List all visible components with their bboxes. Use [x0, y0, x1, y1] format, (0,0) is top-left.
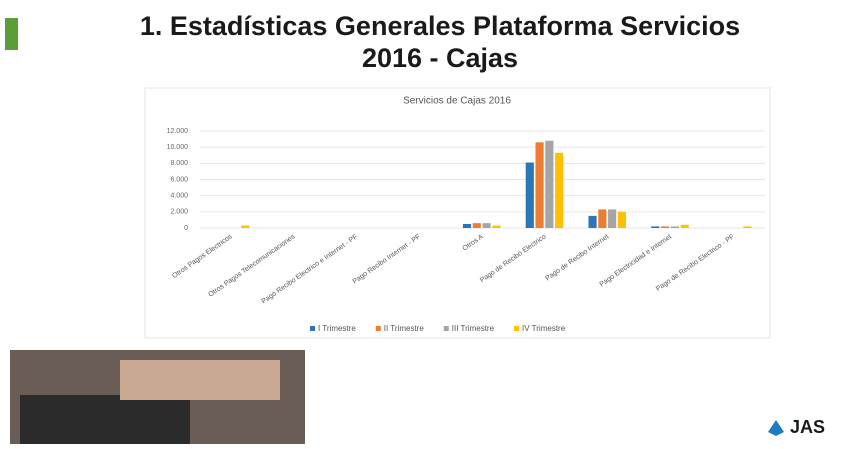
- bar: [555, 152, 564, 228]
- bar: [608, 209, 617, 228]
- bar: [482, 223, 491, 228]
- bar: [462, 223, 472, 228]
- y-tick-label: 0: [184, 225, 188, 232]
- bar: [535, 142, 544, 228]
- bar: [680, 224, 689, 228]
- bar: [743, 226, 752, 228]
- y-tick-label: 8.000: [170, 160, 188, 167]
- bar: [525, 162, 534, 228]
- y-tick-label: 6.000: [170, 176, 188, 183]
- y-tick-label: 2.000: [170, 209, 188, 216]
- bar: [472, 223, 481, 228]
- accent-bar: [5, 18, 18, 50]
- legend-swatch: [514, 326, 520, 331]
- bar: [670, 226, 679, 228]
- bar: [661, 226, 670, 228]
- legend-label: III Trimestre: [452, 324, 495, 333]
- bar: [651, 226, 660, 228]
- chart-title: Servicios de Cajas 2016: [403, 96, 511, 107]
- bar: [617, 211, 627, 228]
- logo: JAS: [790, 417, 825, 437]
- slide-title: 1. Estadísticas Generales Plataforma Ser…: [140, 11, 740, 41]
- y-tick-label: 12.000: [167, 128, 189, 135]
- y-tick-label: 10.000: [167, 144, 189, 151]
- photo: [10, 350, 305, 444]
- logo-icon: [768, 420, 784, 436]
- legend-label: II Trimestre: [384, 324, 425, 333]
- legend-swatch: [375, 326, 381, 331]
- chart-frame: [144, 87, 771, 339]
- legend-label: IV Trimestre: [522, 324, 566, 333]
- legend-swatch: [310, 326, 315, 331]
- bar: [545, 140, 554, 228]
- legend-label: I Trimestre: [318, 324, 356, 333]
- slide-title: 2016 - Cajas: [362, 43, 518, 73]
- bar: [588, 215, 597, 228]
- y-tick-label: 4.000: [170, 193, 188, 200]
- bar: [492, 225, 501, 228]
- bar: [241, 225, 250, 228]
- bar: [598, 209, 607, 228]
- legend-swatch: [443, 326, 449, 331]
